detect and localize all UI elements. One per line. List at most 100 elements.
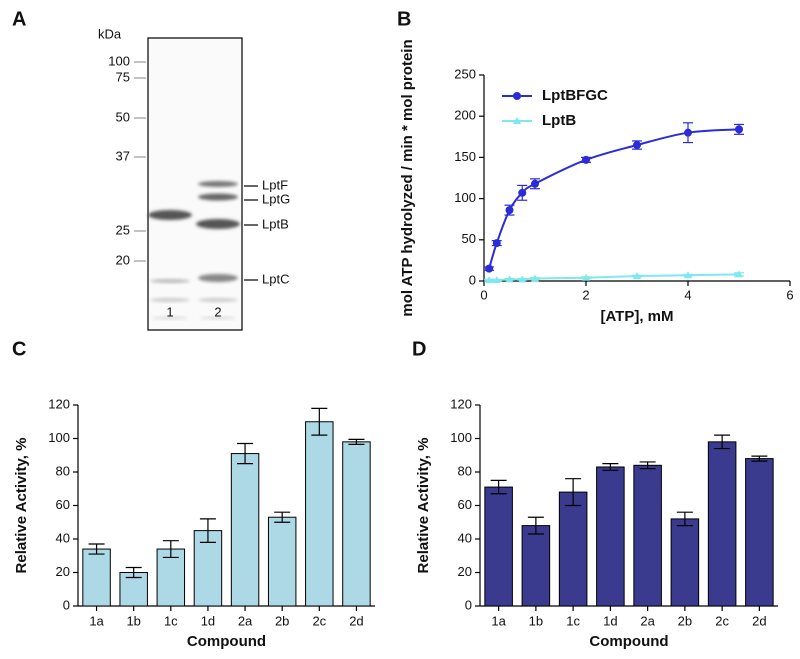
- band-label: LptC: [262, 271, 289, 286]
- y-tick-label: 50: [462, 231, 476, 246]
- band-label: LptG: [262, 191, 290, 206]
- x-tick-label: 4: [684, 287, 691, 302]
- x-tick-label: 1b: [126, 613, 140, 628]
- gel-band: [200, 316, 236, 320]
- y-tick-label: 120: [48, 396, 70, 411]
- x-tick-label: 0: [480, 287, 487, 302]
- data-point: [492, 276, 501, 284]
- x-tick-label: 1a: [491, 613, 506, 628]
- y-tick-label: 0: [469, 272, 476, 287]
- data-point: [531, 274, 539, 282]
- x-tick-label: 1d: [201, 613, 215, 628]
- y-tick-label: 20: [458, 564, 472, 579]
- bar: [230, 453, 260, 607]
- data-point: [485, 276, 494, 284]
- y-tick-label: 40: [458, 530, 472, 545]
- data-point: [485, 264, 494, 273]
- gel-band: [196, 219, 240, 229]
- gel-band: [150, 279, 190, 283]
- y-tick-label: 100: [454, 190, 476, 205]
- marker-label: 25: [116, 222, 130, 237]
- y-tick-label: 200: [454, 108, 476, 123]
- data-point: [633, 141, 641, 150]
- marker-label: 37: [116, 148, 130, 163]
- legend-marker: [513, 117, 521, 124]
- gel-band: [150, 298, 190, 302]
- x-tick-label: 1c: [164, 613, 178, 628]
- series-line: [488, 128, 740, 269]
- x-tick-label: 2a: [640, 613, 655, 628]
- data-point: [505, 275, 514, 283]
- y-tick-label: 80: [458, 463, 472, 478]
- y-tick-label: 60: [56, 497, 70, 512]
- y-axis-label: Relative Activity, %: [13, 438, 30, 574]
- y-tick-label: 100: [450, 430, 472, 445]
- x-tick-label: 2c: [312, 613, 326, 628]
- x-axis-label: Compound: [589, 633, 668, 650]
- y-tick-label: 80: [56, 463, 70, 478]
- x-tick-label: 2b: [275, 613, 289, 628]
- marker-label: 100: [108, 53, 130, 68]
- x-tick-label: 2: [582, 287, 589, 302]
- y-tick-label: 250: [454, 66, 476, 81]
- gel-band: [198, 298, 238, 302]
- data-point: [518, 275, 527, 283]
- data-point: [582, 273, 590, 281]
- bar: [82, 548, 111, 607]
- y-tick-label: 150: [454, 149, 476, 164]
- marker-label: 50: [116, 109, 130, 124]
- y-axis-label: mol ATP hydrolyzed / min * mol protein: [399, 39, 416, 316]
- y-tick-label: 120: [450, 396, 472, 411]
- data-point: [505, 206, 514, 215]
- bar: [745, 458, 774, 607]
- bar: [267, 516, 297, 607]
- bar: [596, 466, 625, 607]
- bar: [633, 464, 662, 607]
- x-axis-label: Compound: [187, 633, 266, 650]
- x-tick-label: 1b: [529, 613, 543, 628]
- data-point: [582, 155, 590, 164]
- y-tick-label: 20: [56, 564, 70, 579]
- data-point: [531, 179, 539, 188]
- gel-band: [148, 210, 192, 220]
- panel-label: B: [397, 8, 411, 30]
- gel-band: [198, 181, 238, 187]
- x-tick-label: 2d: [349, 613, 363, 628]
- lane-label: 1: [166, 304, 173, 319]
- gel-band: [198, 193, 238, 201]
- bar: [305, 421, 334, 607]
- legend-label: LptBFGC: [542, 87, 608, 104]
- lane-label: 2: [214, 304, 221, 319]
- series-line: [489, 273, 740, 282]
- data-point: [735, 125, 743, 134]
- panel-label: C: [12, 338, 26, 360]
- data-point: [735, 270, 743, 278]
- marker-label: 75: [116, 69, 130, 84]
- y-tick-label: 60: [458, 497, 472, 512]
- bar: [119, 572, 148, 607]
- x-axis-label: [ATP], mM: [600, 308, 673, 325]
- band-label: LptF: [262, 177, 288, 192]
- bar: [521, 525, 551, 607]
- x-tick-label: 6: [786, 287, 793, 302]
- data-point: [684, 271, 692, 279]
- y-tick-label: 40: [56, 530, 70, 545]
- unit-label: kDa: [98, 26, 122, 41]
- panel-label: A: [12, 8, 26, 30]
- y-tick-label: 0: [63, 597, 70, 612]
- y-axis-label: Relative Activity, %: [415, 438, 432, 574]
- bar: [707, 441, 737, 607]
- y-tick-label: 0: [465, 597, 472, 612]
- x-tick-label: 2a: [238, 613, 253, 628]
- bar: [342, 441, 371, 607]
- band-label: LptB: [262, 216, 289, 231]
- data-point: [633, 272, 641, 280]
- marker-label: 20: [116, 252, 130, 267]
- data-point: [684, 128, 692, 137]
- gel-band: [198, 274, 238, 282]
- bar: [558, 491, 588, 607]
- data-point: [492, 239, 501, 248]
- x-tick-label: 1d: [603, 613, 617, 628]
- legend-marker: [513, 92, 521, 100]
